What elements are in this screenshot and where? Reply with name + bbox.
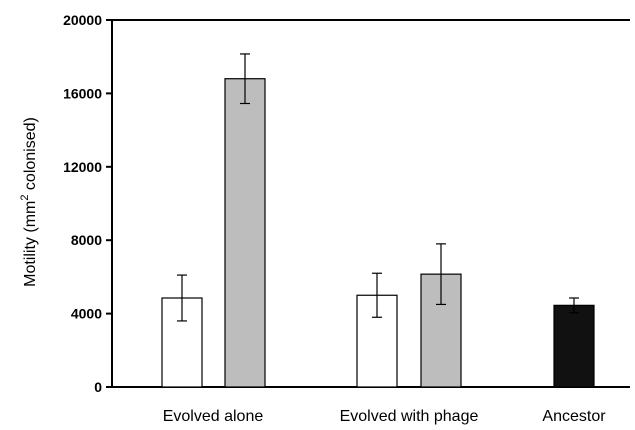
y-ticks-group: 0 4000 8000 12000 16000 20000	[63, 12, 112, 395]
x-category-label: Evolved alone	[163, 408, 264, 425]
y-tick-label: 0	[94, 379, 102, 395]
bar	[554, 305, 594, 387]
x-labels-group: Evolved alone Evolved with phage Ancestor	[163, 408, 607, 425]
y-tick-label: 16000	[63, 85, 102, 101]
y-tick-label: 20000	[63, 12, 102, 28]
y-axis-label: Motility (mm2 colonised)	[19, 117, 39, 287]
y-axis-label-prefix: Motility (mm	[22, 201, 39, 287]
y-tick-label: 4000	[71, 306, 102, 322]
bars-group	[162, 79, 594, 387]
y-tick-label: 12000	[63, 159, 102, 175]
x-category-label: Evolved with phage	[340, 408, 479, 425]
bar	[225, 79, 265, 387]
y-tick-label: 8000	[71, 232, 102, 248]
y-axis-label-suffix: colonised)	[22, 117, 39, 194]
x-category-label: Ancestor	[542, 408, 606, 425]
